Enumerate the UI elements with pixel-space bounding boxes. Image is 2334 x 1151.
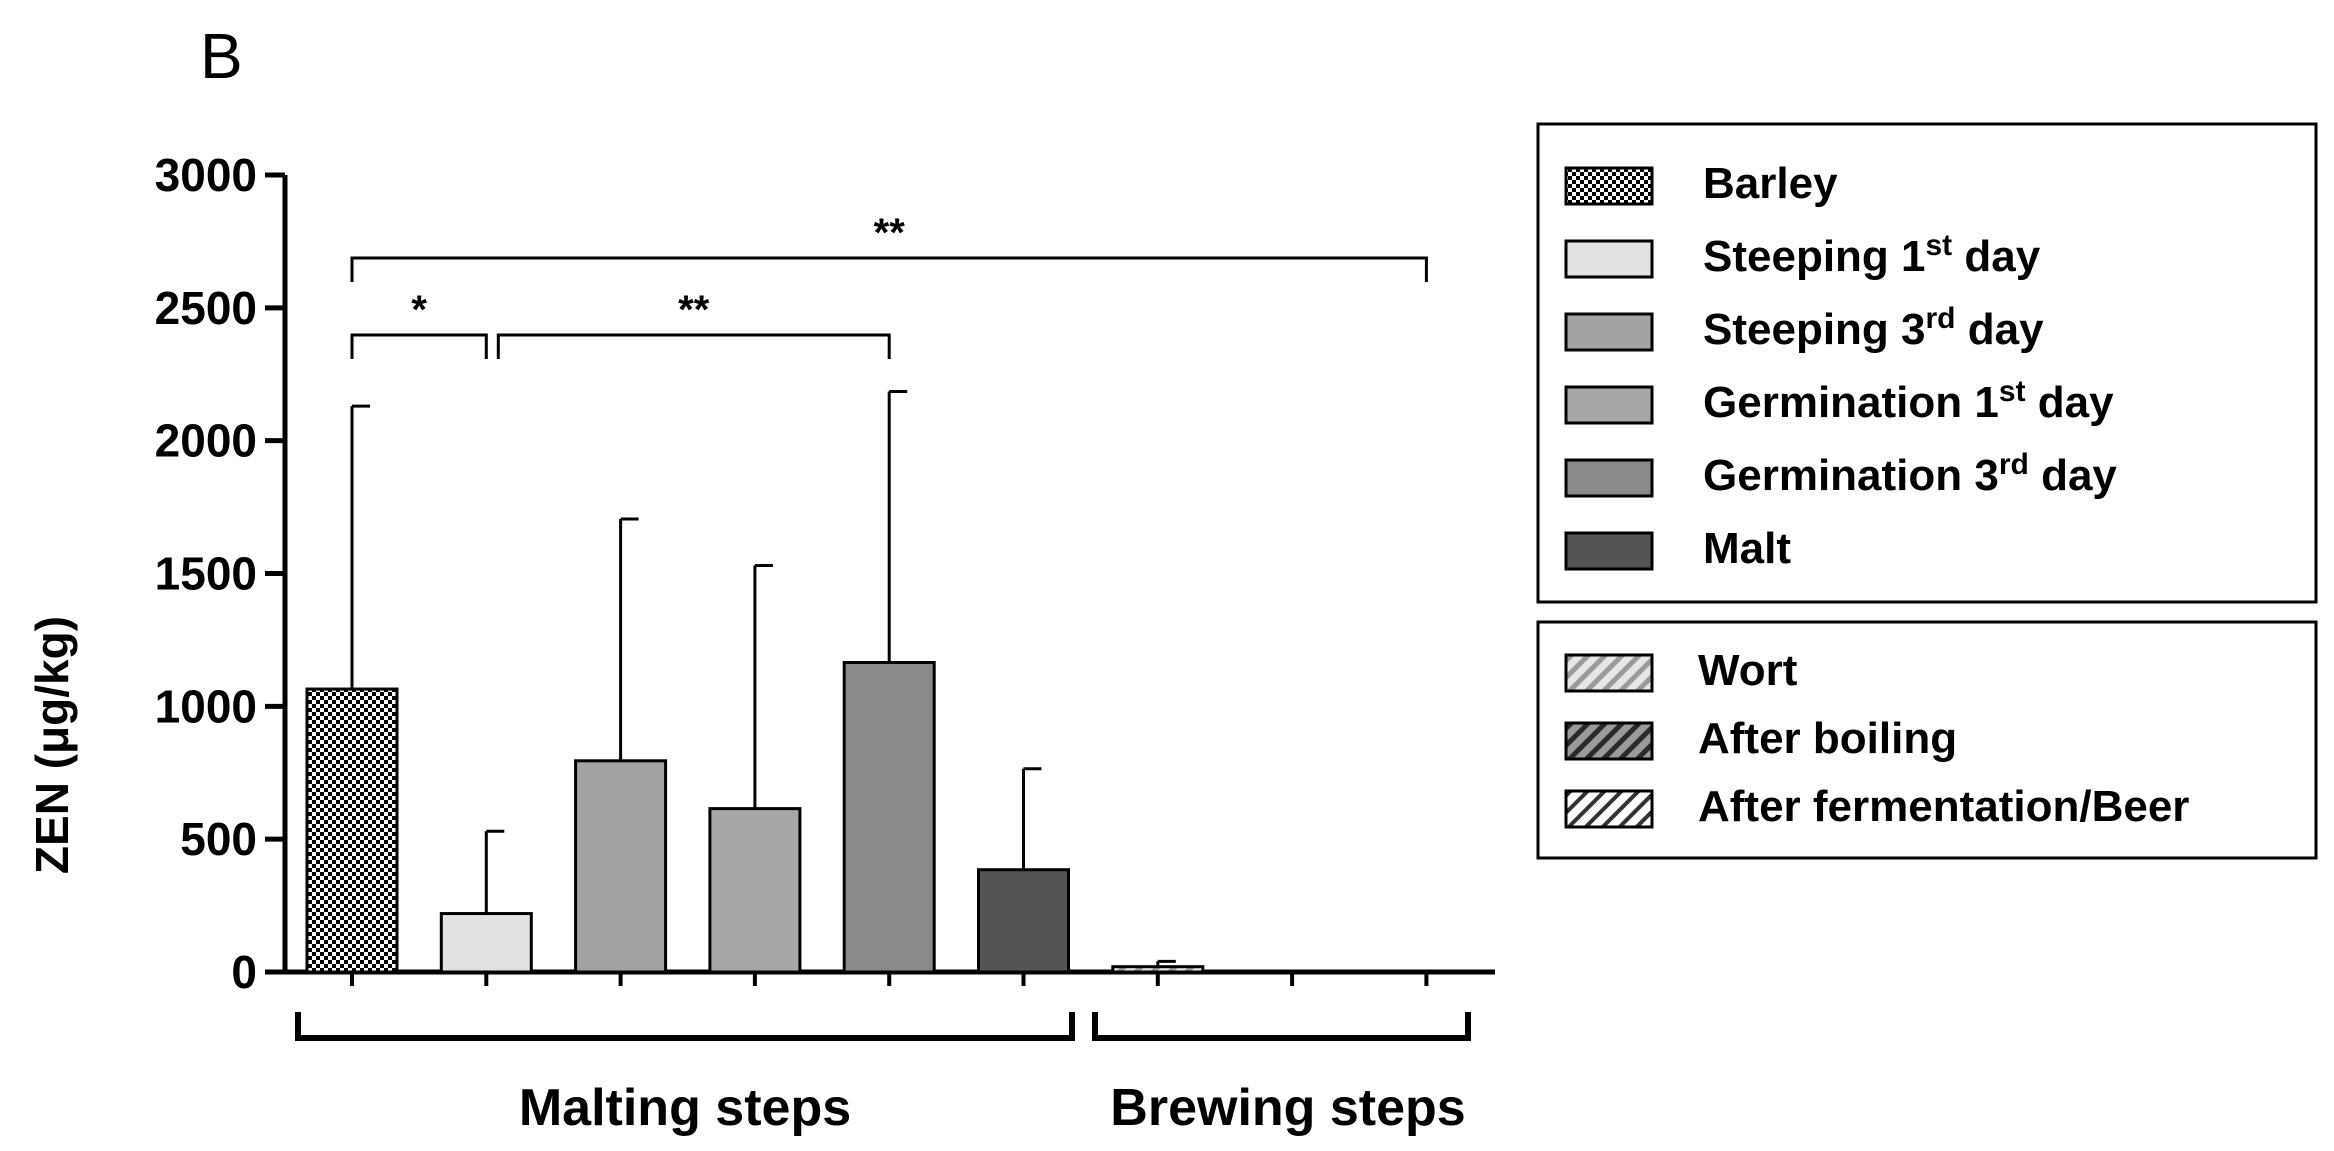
legend-malting: Barley Steeping 1st day Steeping 3rd day Ge… [1536,122,2318,604]
y-ticks: 0 500 1000 1500 2000 2500 3000 [155,149,285,998]
significance-bracket [350,256,1428,282]
group-brackets: Malting steps Brewing steps [295,1012,1471,1137]
legend-swatch [1564,653,1654,693]
legend-box-malting [1536,122,2318,604]
legend-label: After boiling [1698,714,1957,763]
bar [1111,965,1205,974]
group-bracket [295,1012,1075,1041]
bar [305,687,399,974]
significance-bracket [350,333,488,359]
significance-label: * [411,288,427,332]
legend-label: Germination 3rd day [1703,448,2117,500]
y-tick-label: 3000 [155,149,257,201]
significance-label: ** [874,211,906,255]
legend-label: After fermentation/Beer [1698,782,2189,831]
bar [842,660,936,974]
legend-label: Germination 1st day [1703,375,2114,427]
y-tick-label: 0 [231,946,257,998]
legend-label: Barley [1703,159,1838,208]
legend-label: Steeping 3rd day [1703,302,2044,354]
significance-bracket [496,333,891,359]
legend-label: Steeping 1st day [1703,229,2041,281]
y-tick-label: 2000 [155,415,257,467]
group-label: Brewing steps [1110,1079,1465,1137]
legend-swatch [1564,789,1654,829]
legend-label: Wort [1698,646,1798,695]
bar [574,759,668,974]
legend-swatch [1564,166,1654,206]
y-tick-label: 1000 [155,680,257,732]
bar [977,868,1070,974]
bar [708,807,802,974]
bars [305,390,1429,986]
legend-swatch [1564,531,1654,571]
y-tick-label: 1500 [155,548,257,600]
group-label: Malting steps [519,1079,851,1137]
legend-swatch [1564,458,1654,498]
bar [439,912,533,974]
significance-label: ** [678,288,710,332]
y-tick-label: 500 [180,813,257,865]
legend-swatch [1564,385,1654,425]
y-axis-label: ZEN (μg/kg) [26,616,78,874]
panel-label: B [200,20,243,92]
legend-swatch [1564,312,1654,352]
group-bracket [1092,1012,1471,1041]
y-tick-label: 2500 [155,282,257,334]
legend-swatch [1564,239,1654,279]
legend-label: Malt [1703,524,1791,573]
legend-box-brewing [1536,620,2318,860]
significance-brackets: * **** [350,211,1428,359]
legend-swatch [1564,721,1654,761]
legend-brewing: Wort After boiling After fermentation/Beer [1536,620,2318,860]
